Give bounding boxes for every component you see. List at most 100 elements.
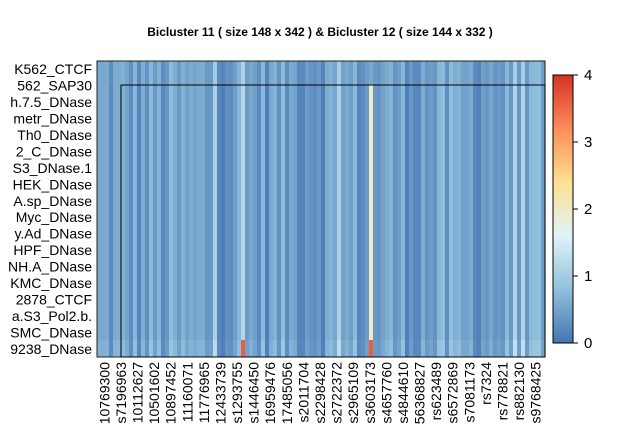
- heatmap-cell: [205, 61, 210, 85]
- row-label: HEK_DNase: [13, 176, 93, 192]
- heatmap-cell: [293, 85, 298, 340]
- heatmap-cell: [265, 85, 270, 340]
- heatmap-cell: [241, 61, 246, 85]
- heatmap-cell: [393, 61, 398, 85]
- heatmap-cell: [97, 85, 102, 340]
- heatmap-cell: [357, 61, 362, 85]
- heatmap-cell: [233, 340, 238, 357]
- heatmap-cell: [365, 340, 370, 357]
- heatmap-cell: [525, 340, 530, 357]
- heatmap-cell: [521, 61, 526, 85]
- heatmap-cell: [445, 85, 450, 340]
- heatmap-cell: [137, 85, 142, 340]
- heatmap-cell: [353, 61, 358, 85]
- col-label: s2965109: [345, 362, 361, 424]
- row-label: Th0_DNase: [17, 127, 92, 143]
- heatmap-cell: [221, 340, 226, 357]
- heatmap-cell: [405, 61, 410, 85]
- heatmap-cell: [409, 61, 414, 85]
- heatmap-cell: [145, 61, 150, 85]
- heatmap-cell: [317, 85, 322, 340]
- heatmap-cell: [457, 340, 462, 357]
- heatmap-cell: [157, 61, 162, 85]
- heatmap-cell: [129, 85, 134, 340]
- col-label: s9768425: [528, 362, 544, 424]
- row-label: NH.A_DNase: [8, 259, 92, 275]
- heatmap-cell: [433, 85, 438, 340]
- colorbar-tick-label: 4: [584, 67, 592, 84]
- heatmap-cell: [373, 61, 378, 85]
- heatmap-cell: [533, 340, 538, 357]
- heatmap-cell: [513, 85, 518, 340]
- heatmap-cell: [161, 61, 166, 85]
- heatmap-cell: [105, 61, 110, 85]
- heatmap-cell: [237, 61, 242, 85]
- heatmap-cell: [261, 85, 266, 340]
- heatmap-cell: [169, 340, 174, 357]
- heatmap-cell: [497, 340, 502, 357]
- heatmap-cell: [453, 340, 458, 357]
- heatmap-cell: [297, 85, 302, 340]
- heatmap-cell: [521, 340, 526, 357]
- heatmap-cell: [265, 61, 270, 85]
- heatmap-cell: [389, 61, 394, 85]
- col-label: 10769300: [96, 362, 112, 425]
- heatmap-cell: [265, 340, 270, 357]
- heatmap-cell: [189, 61, 194, 85]
- heatmap-cell: [269, 340, 274, 357]
- heatmap-cell: [145, 85, 150, 340]
- heatmap-cell: [361, 61, 366, 85]
- heatmap-cell: [529, 85, 534, 340]
- heatmap-cell: [501, 85, 506, 340]
- heatmap-cell: [453, 85, 458, 340]
- heatmap-cell: [413, 340, 418, 357]
- heatmap-cell: [345, 61, 350, 85]
- heatmap-cell: [349, 61, 354, 85]
- heatmap-cell: [257, 85, 262, 340]
- col-label: rs882130: [511, 362, 527, 421]
- heatmap-cell: [461, 340, 466, 357]
- heatmap-cell: [429, 340, 434, 357]
- row-label: S3_DNase.1: [13, 160, 93, 176]
- heatmap-cell: [361, 85, 366, 340]
- heatmap-cell: [113, 340, 118, 357]
- heatmap-cell: [537, 85, 542, 340]
- heatmap-cell: [141, 61, 146, 85]
- heatmap-cell: [277, 61, 282, 85]
- heatmap-cell: [117, 61, 122, 85]
- heatmap-cell: [537, 340, 542, 357]
- heatmap-cell: [437, 61, 442, 85]
- heatmap-cell: [357, 85, 362, 340]
- heatmap-cell: [385, 61, 390, 85]
- heatmap-cell: [297, 340, 302, 357]
- chart-title: Bicluster 11 ( size 148 x 342 ) & Biclus…: [147, 25, 493, 39]
- col-label: rs7324: [478, 362, 494, 405]
- heatmap-cell: [457, 85, 462, 340]
- heatmap-cell: [233, 85, 238, 340]
- heatmap-cell: [505, 340, 510, 357]
- heatmap-cell: [317, 340, 322, 357]
- heatmap-cell: [169, 61, 174, 85]
- heatmap-cell: [277, 340, 282, 357]
- col-label: 11160071: [179, 362, 195, 422]
- heatmap-cell: [97, 340, 102, 357]
- heatmap-cell: [181, 340, 186, 357]
- heatmap-cell: [501, 340, 506, 357]
- heatmap-cell: [421, 61, 426, 85]
- heatmap-cell: [201, 85, 206, 340]
- col-label: s2011704: [295, 362, 311, 423]
- heatmap-cell: [325, 340, 330, 357]
- heatmap-cell: [133, 85, 138, 340]
- heatmap-cell: [237, 85, 242, 340]
- heatmap-cell: [461, 61, 466, 85]
- heatmap-cell: [449, 85, 454, 340]
- heatmap-cell: [153, 85, 158, 340]
- heatmap-cell: [101, 340, 106, 357]
- heatmap-cell: [393, 85, 398, 340]
- heatmap-cell: [529, 340, 534, 357]
- heatmap-cell: [485, 61, 490, 85]
- heatmap-cell: [349, 340, 354, 357]
- heatmap-cell: [473, 85, 478, 340]
- heatmap-cell: [313, 61, 318, 85]
- heatmap-cell: [517, 340, 522, 357]
